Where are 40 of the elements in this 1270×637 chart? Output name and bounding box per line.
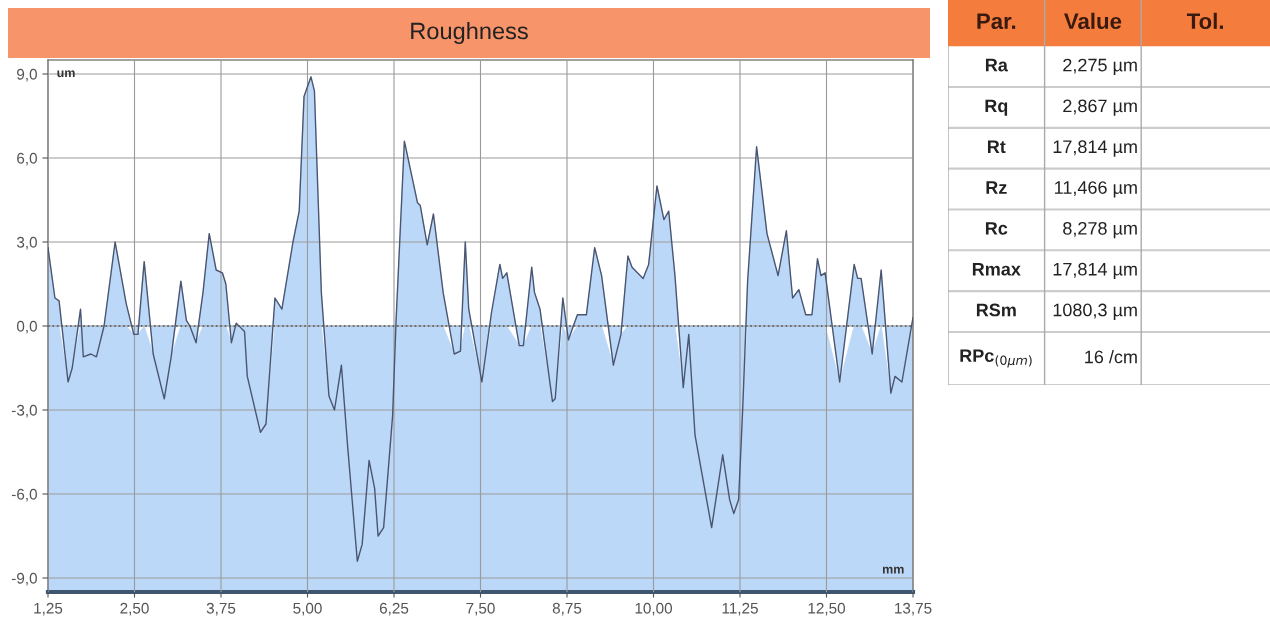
text: Rmax <box>972 262 1021 276</box>
y-tick-label: 0,0 <box>16 320 37 334</box>
text: 17,814 µm <box>1053 262 1137 280</box>
x-tick-label: 11,25 <box>722 602 758 616</box>
text: 16 /cm <box>1085 350 1137 364</box>
y-tick-label: 9,0 <box>17 68 37 82</box>
text: Ra <box>985 58 1008 72</box>
x-tick-label: 12,50 <box>808 602 846 616</box>
text: RSm <box>976 303 1016 317</box>
x-tick-label: 2,50 <box>120 602 149 616</box>
x-tick-label: 8,75 <box>552 602 582 616</box>
x-tick-label: 7,50 <box>466 602 495 616</box>
y-tick-label: 3,0 <box>16 236 37 250</box>
text: 11,466 µm <box>1055 181 1137 198</box>
x-tick-label: 13,75 <box>895 602 932 616</box>
chart-title: Roughness <box>411 22 528 44</box>
text: Value <box>1064 12 1122 30</box>
x-tick-label: 3,75 <box>206 602 236 616</box>
text: 17,814 µm <box>1053 140 1137 157</box>
text: Rq <box>985 99 1008 116</box>
text: Tol. <box>1186 12 1223 30</box>
text: Par. <box>977 13 1016 30</box>
x-tick-label: 5,00 <box>293 602 322 616</box>
y-tick-label: -6,0 <box>11 488 37 502</box>
text: Rz <box>986 181 1007 194</box>
text: 1080,3 µm <box>1053 303 1137 320</box>
x-tick-label: 6,25 <box>379 602 409 616</box>
text: Rt <box>987 140 1006 154</box>
y-tick-label: -9,0 <box>11 572 37 586</box>
text: 8,278 µm <box>1063 221 1137 239</box>
x-axis-title: mm <box>882 566 904 574</box>
text: 2,275 µm <box>1063 58 1137 76</box>
y-axis-title: um <box>57 70 75 78</box>
x-tick-label: 10,00 <box>635 602 673 616</box>
y-tick-label: -3,0 <box>11 404 37 418</box>
text: 2,867 µm <box>1063 99 1137 116</box>
x-tick-label: 1,25 <box>34 602 63 616</box>
text: RPc$_{(0µm)}$ <box>960 349 1032 368</box>
text: Rc <box>985 222 1008 235</box>
y-tick-label: 6,0 <box>17 152 37 166</box>
